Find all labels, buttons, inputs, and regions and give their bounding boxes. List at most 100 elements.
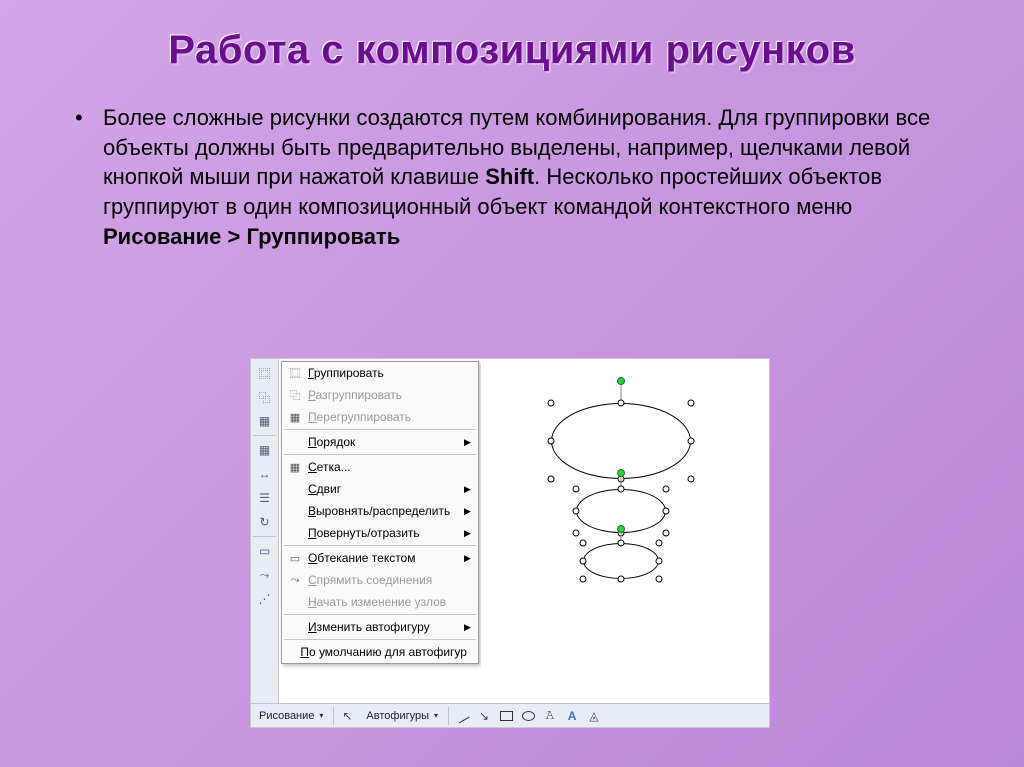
- autoshapes-button[interactable]: Автофигуры: [359, 706, 445, 726]
- selection-handle[interactable]: [688, 400, 695, 407]
- grid-icon: ▦: [282, 456, 308, 478]
- selection-handle[interactable]: [548, 476, 555, 483]
- menu-item[interactable]: Повернуть/отразить▶: [282, 522, 478, 544]
- blank-icon: [282, 431, 308, 453]
- line-shape-icon[interactable]: [451, 706, 473, 726]
- ungroup-icon[interactable]: ⿻: [253, 386, 277, 408]
- body-text: Более сложные рисунки создаются путем ко…: [0, 83, 1024, 261]
- align-icon[interactable]: ☰: [253, 487, 277, 509]
- submenu-arrow-icon: ▶: [464, 528, 474, 539]
- menu-item[interactable]: ▭Обтекание текстом▶: [282, 547, 478, 569]
- group-icon[interactable]: ⿴: [253, 362, 277, 384]
- selection-handle[interactable]: [580, 558, 587, 565]
- selection-handle[interactable]: [656, 540, 663, 547]
- screenshot-panel: ⿴ ⿻ ▦ ▦ ↔ ☰ ↻ ▭ ⤳ ⋰ ⿴Группировать⿻Разгру…: [250, 358, 770, 728]
- text-bold-shift: Shift: [485, 164, 534, 189]
- blank-icon: [282, 616, 308, 638]
- selection-handle[interactable]: [618, 540, 625, 547]
- ungroup-icon: ⿻: [282, 384, 308, 406]
- selection-handle[interactable]: [573, 508, 580, 515]
- regroup-icon[interactable]: ▦: [253, 410, 277, 432]
- blank-icon: [282, 591, 308, 613]
- slide-title: Работа с композициями рисунков: [0, 0, 1024, 83]
- selection-handle[interactable]: [656, 558, 663, 565]
- menu-item-label: Сдвиг: [308, 482, 464, 496]
- selection-handle[interactable]: [618, 486, 625, 493]
- blank-icon: [282, 478, 308, 500]
- menu-item[interactable]: Изменить автофигуру▶: [282, 616, 478, 638]
- edit-points-icon[interactable]: ⋰: [253, 588, 277, 610]
- menu-item-label: Разгруппировать: [308, 388, 464, 402]
- rectangle-shape-icon[interactable]: [495, 706, 517, 726]
- menu-item[interactable]: ⿴Группировать: [282, 362, 478, 384]
- regroup-icon: ▦: [282, 406, 308, 428]
- menu-item-label: Повернуть/отразить: [308, 526, 464, 540]
- grid-icon[interactable]: ▦: [253, 439, 277, 461]
- select-objects-icon[interactable]: ↖: [336, 706, 358, 726]
- diagram-icon[interactable]: ◬: [583, 706, 605, 726]
- nudge-icon[interactable]: ↔: [253, 463, 277, 485]
- menu-item-label: Выровнять/распределить: [308, 504, 464, 518]
- menu-item-label: Сетка...: [308, 460, 464, 474]
- group-icon: ⿴: [282, 362, 308, 384]
- autoshapes-label: Автофигуры: [366, 710, 429, 722]
- blank-icon: [282, 522, 308, 544]
- drawing-canvas[interactable]: [481, 361, 767, 701]
- menu-item: Начать изменение узлов: [282, 591, 478, 613]
- menu-item-label: Группировать: [308, 366, 464, 380]
- wrap-icon[interactable]: ▭: [253, 540, 277, 562]
- menu-item-label: Порядок: [308, 435, 464, 449]
- menu-item-label: По умолчанию для автофигур: [300, 645, 467, 659]
- wrap-icon: ▭: [282, 547, 308, 569]
- menu-item-label: Перегруппировать: [308, 410, 464, 424]
- wordart-icon[interactable]: A: [561, 706, 583, 726]
- selection-handle[interactable]: [580, 576, 587, 583]
- menu-item[interactable]: ▦Сетка...: [282, 456, 478, 478]
- menu-item[interactable]: Сдвиг▶: [282, 478, 478, 500]
- selection-handle[interactable]: [663, 530, 670, 537]
- menu-item: ⿻Разгруппировать: [282, 384, 478, 406]
- reroute-icon[interactable]: ⤳: [253, 564, 277, 586]
- menu-item: ▦Перегруппировать: [282, 406, 478, 428]
- rotation-handle[interactable]: [617, 377, 625, 385]
- submenu-arrow-icon: ▶: [464, 484, 474, 495]
- rotate-icon[interactable]: ↻: [253, 511, 277, 533]
- text-bold-command: Рисование > Группировать: [103, 224, 400, 249]
- selection-handle[interactable]: [688, 476, 695, 483]
- submenu-arrow-icon: ▶: [464, 553, 474, 564]
- submenu-arrow-icon: ▶: [464, 622, 474, 633]
- rotation-handle[interactable]: [617, 469, 625, 477]
- menu-item-label: Изменить автофигуру: [308, 620, 464, 634]
- oval-shape-icon[interactable]: [517, 706, 539, 726]
- vertical-toolbar: ⿴ ⿻ ▦ ▦ ↔ ☰ ↻ ▭ ⤳ ⋰: [251, 359, 279, 703]
- selection-handle[interactable]: [548, 400, 555, 407]
- drawing-toolbar: Рисование ↖ Автофигуры ↘ 𝙰 A ◬: [251, 703, 769, 727]
- rotation-handle[interactable]: [617, 525, 625, 533]
- selection-handle[interactable]: [663, 486, 670, 493]
- menu-item-label: Спрямить соединения: [308, 573, 464, 587]
- menu-item[interactable]: Выровнять/распределить▶: [282, 500, 478, 522]
- submenu-arrow-icon: ▶: [464, 437, 474, 448]
- menu-item: ⤳Спрямить соединения: [282, 569, 478, 591]
- selection-handle[interactable]: [656, 576, 663, 583]
- arrow-shape-icon[interactable]: ↘: [473, 706, 495, 726]
- textbox-icon[interactable]: 𝙰: [539, 706, 561, 726]
- bullet-item: Более сложные рисунки создаются путем ко…: [75, 103, 954, 251]
- selection-handle[interactable]: [618, 576, 625, 583]
- selection-handle[interactable]: [573, 530, 580, 537]
- ellipse-shape[interactable]: [551, 403, 691, 479]
- blank-icon: [282, 500, 308, 522]
- selection-handle[interactable]: [573, 486, 580, 493]
- drawing-menu-label: Рисование: [259, 710, 314, 722]
- selection-handle[interactable]: [618, 400, 625, 407]
- ellipse-shape[interactable]: [583, 543, 659, 579]
- menu-item[interactable]: По умолчанию для автофигур: [282, 641, 478, 663]
- submenu-arrow-icon: ▶: [464, 506, 474, 517]
- menu-item[interactable]: Порядок▶: [282, 431, 478, 453]
- selection-handle[interactable]: [688, 438, 695, 445]
- menu-item-label: Начать изменение узлов: [308, 595, 464, 609]
- drawing-menu-button[interactable]: Рисование: [252, 706, 330, 726]
- selection-handle[interactable]: [663, 508, 670, 515]
- selection-handle[interactable]: [580, 540, 587, 547]
- selection-handle[interactable]: [548, 438, 555, 445]
